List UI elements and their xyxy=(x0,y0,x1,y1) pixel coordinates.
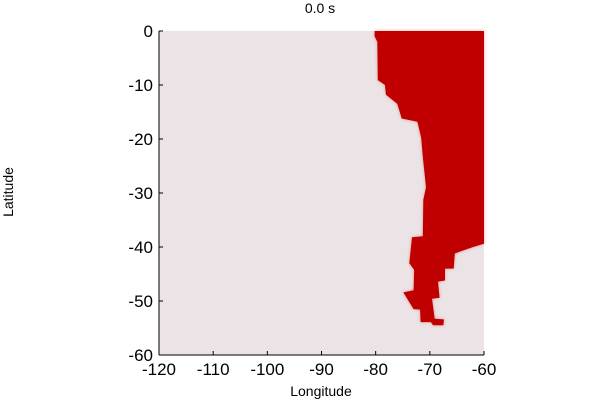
y-axis-label: Latitude xyxy=(0,167,16,217)
y-axis-ticks: 0 -10 -20 -30 -40 -50 -60 xyxy=(128,22,163,365)
y-tick-label: -60 xyxy=(128,346,153,365)
x-tick-label: -80 xyxy=(363,360,388,379)
y-tick-label: -50 xyxy=(128,292,153,311)
x-tick-label: -120 xyxy=(142,360,176,379)
x-tick-label: -90 xyxy=(309,360,334,379)
x-tick-label: -100 xyxy=(250,360,284,379)
field-region xyxy=(374,31,484,326)
x-tick-label: -70 xyxy=(418,360,443,379)
y-tick-label: 0 xyxy=(144,22,153,41)
y-tick-label: -40 xyxy=(128,238,153,257)
y-tick-label: -20 xyxy=(128,130,153,149)
x-axis-ticks: -120 -110 -100 -90 -80 -70 -60 xyxy=(142,351,496,379)
y-tick-label: -30 xyxy=(128,184,153,203)
x-tick-label: -60 xyxy=(472,360,497,379)
y-tick-label: -10 xyxy=(128,76,153,95)
x-tick-label: -110 xyxy=(197,360,230,379)
x-axis-label: Longitude xyxy=(290,383,352,399)
chart-title: 0.0 s xyxy=(304,0,336,16)
